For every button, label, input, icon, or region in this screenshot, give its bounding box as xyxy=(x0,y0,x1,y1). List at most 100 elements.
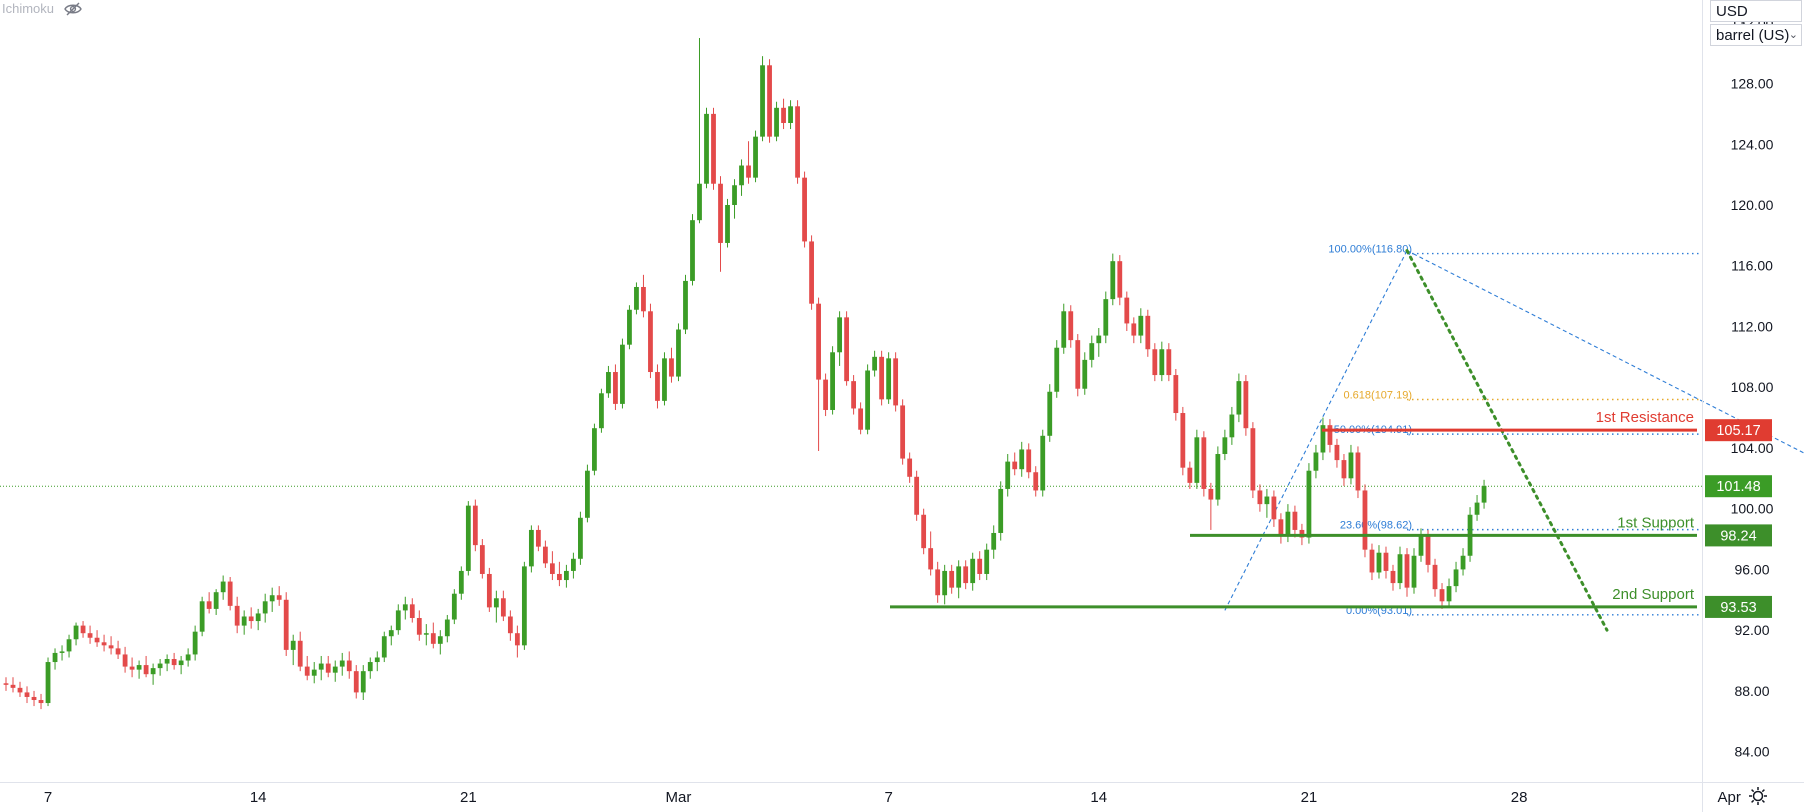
candle-body xyxy=(1082,359,1088,389)
candle-body xyxy=(73,625,79,640)
candle xyxy=(59,645,65,661)
currency-select[interactable]: USD xyxy=(1710,0,1802,22)
candle-body xyxy=(472,505,478,546)
levels-layer: 1st Resistance 105.17 1st Support 98.24 2nd … xyxy=(890,409,1772,618)
candle-body xyxy=(662,358,667,401)
candle-body xyxy=(66,639,72,652)
candle xyxy=(1208,482,1214,530)
candle-body xyxy=(865,370,871,430)
candle-body xyxy=(739,165,744,186)
candle xyxy=(1271,490,1277,527)
candle-body xyxy=(1292,511,1298,530)
candle xyxy=(1089,335,1095,368)
candle xyxy=(171,652,177,670)
price-tick-label: 100.00 xyxy=(1731,501,1774,517)
candle xyxy=(1418,528,1424,562)
candle xyxy=(942,564,948,605)
candle xyxy=(150,663,156,685)
candle xyxy=(542,540,548,568)
candle-body xyxy=(1096,335,1102,344)
candle xyxy=(409,598,415,623)
settings-icon[interactable] xyxy=(1748,786,1768,806)
candle-body xyxy=(31,696,37,701)
candle xyxy=(227,577,233,611)
indicator-legend[interactable]: Ichimoku xyxy=(2,1,82,16)
level-price-badge xyxy=(1705,595,1772,618)
candle-body xyxy=(1229,414,1235,438)
candle-body xyxy=(122,654,128,667)
candle-body xyxy=(704,113,709,184)
candle-body xyxy=(1313,452,1319,471)
candle-body xyxy=(171,659,177,666)
candle-body xyxy=(767,65,772,137)
candle xyxy=(17,681,23,697)
price-axis[interactable]: 132.00128.00124.00120.00116.00112.00108.… xyxy=(1702,0,1774,812)
candle-body xyxy=(1145,315,1151,350)
candle xyxy=(479,539,485,579)
candle xyxy=(1180,406,1186,476)
candle xyxy=(1348,444,1354,485)
candle xyxy=(1257,484,1263,512)
candle-body xyxy=(178,660,184,666)
candle xyxy=(346,651,352,679)
candle xyxy=(290,634,296,666)
candle xyxy=(725,198,730,248)
unit-select[interactable]: barrel (US) ⌄ xyxy=(1710,24,1802,46)
candle xyxy=(1432,558,1438,597)
candle-body xyxy=(1047,391,1053,436)
candle-body xyxy=(634,286,639,310)
candle-body xyxy=(1278,519,1284,537)
candle-body xyxy=(1040,435,1046,491)
candle-body xyxy=(872,356,878,371)
candle xyxy=(1005,454,1011,497)
candle xyxy=(921,508,927,555)
candle-body xyxy=(1390,570,1396,584)
candle-body xyxy=(276,595,282,600)
candle-body xyxy=(641,286,646,312)
candle xyxy=(276,586,282,606)
candle xyxy=(360,665,366,701)
candle xyxy=(830,346,835,415)
candle-body xyxy=(935,569,941,596)
price-tick-label: 92.00 xyxy=(1734,622,1769,638)
candle xyxy=(1327,419,1333,453)
candle-body xyxy=(1285,511,1291,537)
candle xyxy=(788,100,793,130)
candle-body xyxy=(1320,425,1326,453)
candle-body xyxy=(1159,349,1165,376)
candle-body xyxy=(1418,536,1424,556)
candle xyxy=(977,551,983,581)
candle xyxy=(914,470,920,521)
candle-body xyxy=(556,573,562,581)
candle-body xyxy=(213,592,219,609)
candle-body xyxy=(1376,552,1382,573)
candle xyxy=(1383,546,1389,579)
candle-body xyxy=(1439,589,1445,602)
price-tick-label: 104.00 xyxy=(1731,440,1774,456)
candle xyxy=(1201,431,1207,497)
candle-body xyxy=(465,505,471,571)
candle-body xyxy=(816,303,821,380)
candle xyxy=(760,56,765,142)
fib-level-label: 0.618(107.19) xyxy=(1344,390,1413,402)
candle xyxy=(767,59,772,143)
candle xyxy=(1026,443,1032,479)
eye-off-icon[interactable] xyxy=(64,2,82,16)
candle-body xyxy=(1432,564,1438,590)
candle-body xyxy=(823,379,828,410)
candle-body xyxy=(1173,375,1179,414)
time-axis[interactable]: 71421Mar7142128Apr1118 xyxy=(0,782,1804,807)
time-tick-label: 14 xyxy=(250,789,267,806)
candle xyxy=(94,630,100,647)
candle-body xyxy=(928,548,934,570)
candle-body xyxy=(1397,554,1403,584)
candle xyxy=(486,567,492,612)
time-tick-label: Apr xyxy=(1718,789,1741,806)
candle-body xyxy=(283,599,289,650)
candle xyxy=(935,561,941,603)
candle-body xyxy=(1215,454,1221,500)
candle-body xyxy=(290,640,296,650)
candle xyxy=(613,364,618,410)
candle-body xyxy=(1061,311,1067,348)
